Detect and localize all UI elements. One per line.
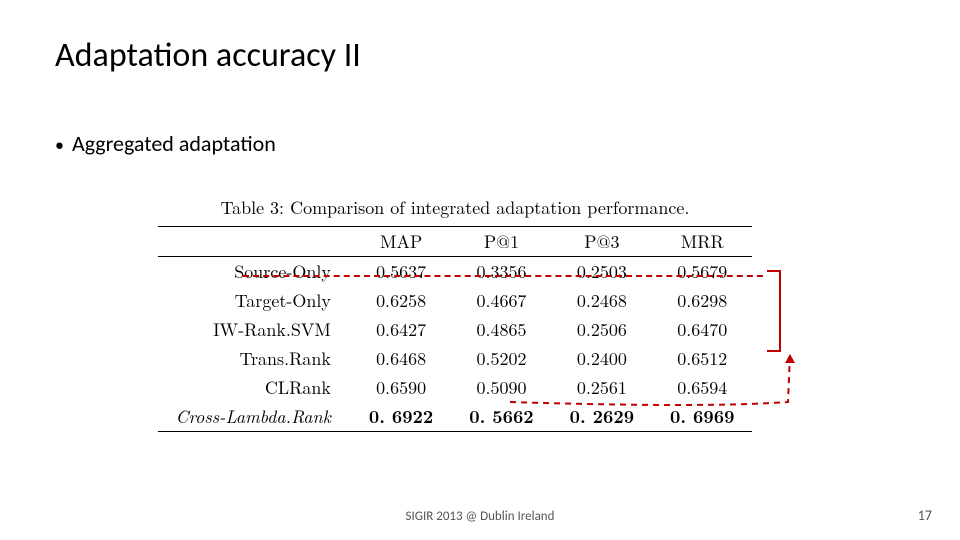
row-label: IW-Rank.SVM: [158, 315, 351, 344]
row-label: Source-Only: [158, 257, 351, 287]
page-number: 17: [918, 507, 932, 524]
cell: 0. 6969: [652, 402, 752, 432]
cell: 0.6258: [351, 286, 451, 315]
cell: 0.2561: [552, 373, 652, 402]
slide-title: Adaptation accuracy II: [55, 35, 361, 76]
cell: 0.5202: [451, 344, 551, 373]
cell: 0.5637: [351, 257, 451, 287]
cell: 0.5679: [652, 257, 752, 287]
row-label: Target-Only: [158, 286, 351, 315]
cell: 0.4667: [451, 286, 551, 315]
annotation-bracket: [767, 270, 781, 352]
data-table: MAP P@1 P@3 MRR Source-Only 0.5637 0.335…: [158, 226, 753, 432]
cell: 0.6427: [351, 315, 451, 344]
row-label: Cross-Lambda.Rank: [158, 402, 351, 432]
row-label: CLRank: [158, 373, 351, 402]
caption-prefix: Table 3:: [221, 195, 285, 220]
col-header: P@1: [451, 227, 551, 257]
footer-text: SIGIR 2013 @ Dublin Ireland: [0, 509, 960, 524]
cell: 0.2400: [552, 344, 652, 373]
col-header: MRR: [652, 227, 752, 257]
cell: 0.6468: [351, 344, 451, 373]
bullet-item: • Aggregated adaptation: [55, 130, 276, 157]
cell: 0.4865: [451, 315, 551, 344]
bullet-text: Aggregated adaptation: [72, 130, 276, 157]
table-row: Trans.Rank 0.6468 0.5202 0.2400 0.6512: [158, 344, 753, 373]
caption-text: Comparison of integrated adaptation perf…: [290, 195, 689, 220]
table-caption: Table 3: Comparison of integrated adapta…: [135, 195, 775, 220]
table-row: Source-Only 0.5637 0.3356 0.2503 0.5679: [158, 257, 753, 287]
cell: 0.2468: [552, 286, 652, 315]
table-row: IW-Rank.SVM 0.6427 0.4865 0.2506 0.6470: [158, 315, 753, 344]
cell: 0.3356: [451, 257, 551, 287]
cell: 0.2503: [552, 257, 652, 287]
cell: 0.6298: [652, 286, 752, 315]
col-header: MAP: [351, 227, 451, 257]
cell: 0.6594: [652, 373, 752, 402]
table-container: Table 3: Comparison of integrated adapta…: [135, 195, 775, 432]
header-row: MAP P@1 P@3 MRR: [158, 227, 753, 257]
cell: 0.6512: [652, 344, 752, 373]
cell: 0. 6922: [351, 402, 451, 432]
annotation-dashed-line: [243, 275, 763, 277]
cell: 0.6590: [351, 373, 451, 402]
cell: 0.2506: [552, 315, 652, 344]
row-label: Trans.Rank: [158, 344, 351, 373]
cell: 0. 5662: [451, 402, 551, 432]
cell: 0.5090: [451, 373, 551, 402]
cell: 0.6470: [652, 315, 752, 344]
table-row: Cross-Lambda.Rank 0. 6922 0. 5662 0. 262…: [158, 402, 753, 432]
table-row: CLRank 0.6590 0.5090 0.2561 0.6594: [158, 373, 753, 402]
cell: 0. 2629: [552, 402, 652, 432]
col-header: P@3: [552, 227, 652, 257]
table-row: Target-Only 0.6258 0.4667 0.2468 0.6298: [158, 286, 753, 315]
bullet-dot-icon: •: [55, 136, 64, 154]
